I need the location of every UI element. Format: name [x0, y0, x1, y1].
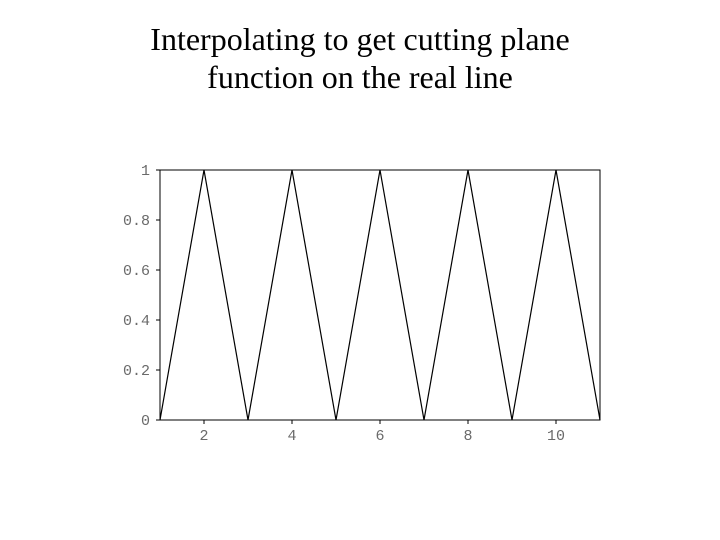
title-line-2: function on the real line: [207, 59, 513, 95]
chart-container: 2 4 6 8 10 0 0.2 0.4 0.6 0.8 1: [100, 160, 620, 460]
triangle-wave-line: [160, 170, 600, 420]
title-line-1: Interpolating to get cutting plane: [150, 21, 569, 57]
triangle-wave-chart: 2 4 6 8 10 0 0.2 0.4 0.6 0.8 1: [100, 160, 620, 460]
x-tick-label: 8: [463, 428, 472, 445]
y-tick-label: 0.6: [123, 263, 150, 280]
y-tick-label: 1: [141, 163, 150, 180]
page-title: Interpolating to get cutting plane funct…: [0, 0, 720, 97]
y-tick-label: 0: [141, 413, 150, 430]
y-tick-label: 0.4: [123, 313, 150, 330]
x-tick-label: 4: [287, 428, 296, 445]
x-tick-label: 10: [547, 428, 565, 445]
y-tick-label: 0.8: [123, 213, 150, 230]
x-tick-label: 6: [375, 428, 384, 445]
x-tick-label: 2: [199, 428, 208, 445]
y-tick-label: 0.2: [123, 363, 150, 380]
